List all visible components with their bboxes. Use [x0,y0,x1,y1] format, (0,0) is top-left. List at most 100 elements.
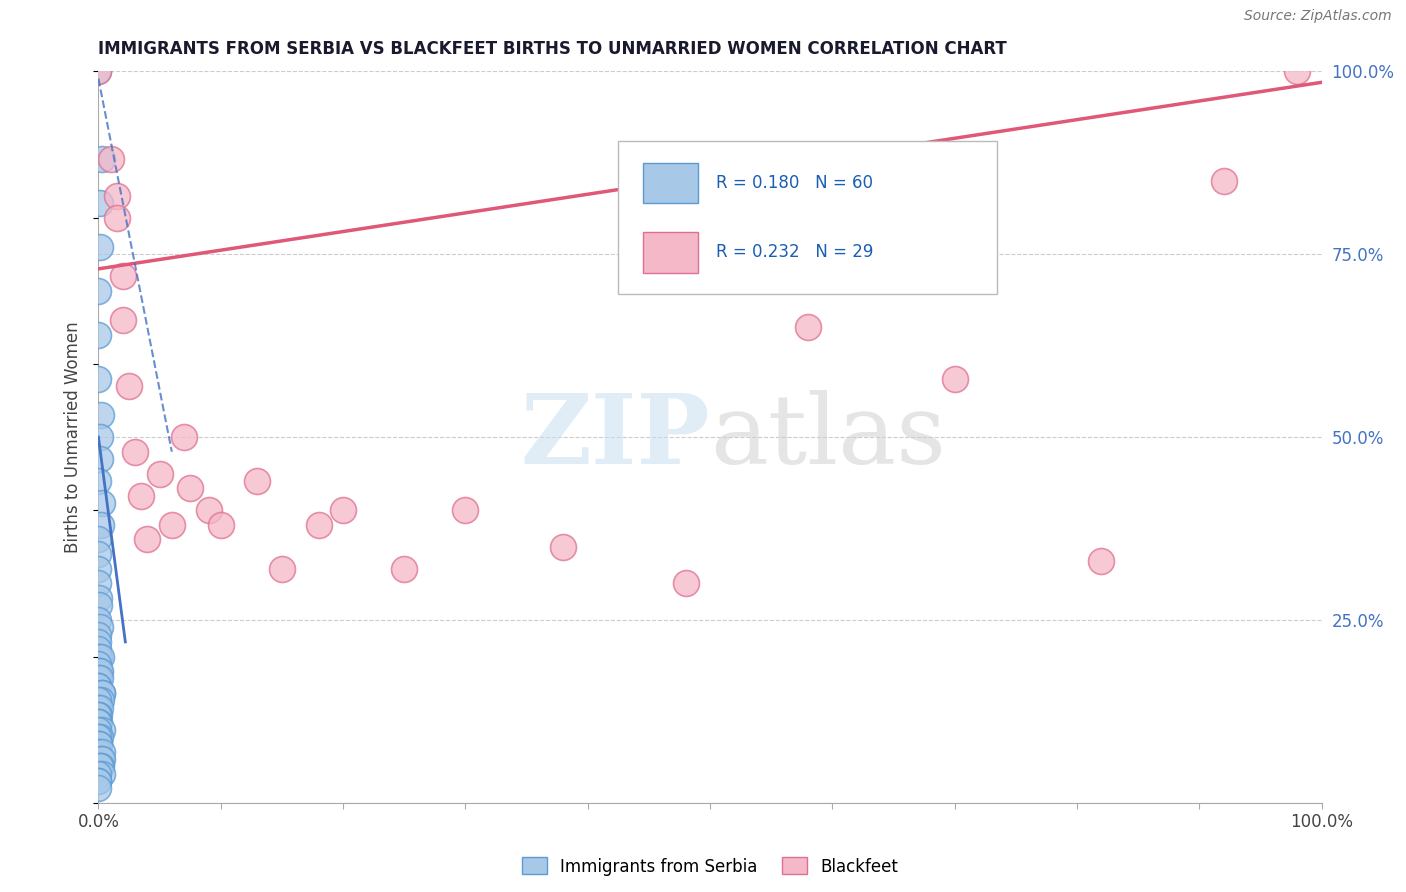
Point [149,467,172,481]
Point [87,64,110,78]
Point [87,773,110,788]
Point [87,649,110,664]
Point [89,759,111,773]
Text: Source: ZipAtlas.com: Source: ZipAtlas.com [1244,9,1392,23]
Point [87,730,110,744]
Point [87,635,110,649]
Point [111,313,134,327]
Point [87,627,110,641]
Point [90,686,112,700]
Point [87,745,110,759]
Point [246,474,269,488]
Y-axis label: Births to Unmarried Women: Births to Unmarried Women [65,321,83,553]
Legend: Immigrants from Serbia, Blackfeet: Immigrants from Serbia, Blackfeet [515,851,905,882]
Point [90,517,112,532]
Bar [643,163,697,203]
Point [90,649,112,664]
Point [87,715,110,730]
Point [90,745,112,759]
Point [160,517,183,532]
Point [87,708,110,723]
Point [87,474,110,488]
Point [553,540,575,554]
Point [89,240,111,254]
Point [118,379,141,393]
Point [173,430,195,444]
Text: IMMIGRANTS FROM SERBIA VS BLACKFEET BIRTHS TO UNMARRIED WOMEN CORRELATION CHART: IMMIGRANTS FROM SERBIA VS BLACKFEET BIRT… [98,40,1007,58]
Text: R = 0.180   N = 60: R = 0.180 N = 60 [716,174,873,192]
Point [87,371,110,385]
Point [89,730,111,744]
Point [87,679,110,693]
Point [454,503,477,517]
Point [675,576,697,591]
Point [90,752,112,766]
Point [90,686,112,700]
Point [89,430,111,444]
Point [87,766,110,780]
Point [87,576,110,591]
Point [90,752,112,766]
Point [1212,174,1234,188]
Point [332,503,354,517]
Point [124,444,146,458]
Point [90,759,112,773]
Point [89,700,111,714]
Text: R = 0.232   N = 29: R = 0.232 N = 29 [716,244,873,261]
Point [87,664,110,678]
Point [89,737,111,751]
FancyBboxPatch shape [619,141,997,294]
Point [87,613,110,627]
Point [797,320,820,334]
Point [87,64,110,78]
Point [90,152,112,166]
Point [89,452,111,467]
Point [87,693,110,707]
Point [87,715,110,730]
Text: atlas: atlas [710,390,946,484]
Point [90,766,112,780]
Point [943,371,966,385]
Point [105,211,128,225]
Point [89,620,111,634]
Point [87,708,110,723]
Point [270,562,294,576]
Point [209,517,232,532]
Point [179,481,201,495]
Point [89,737,111,751]
Bar [643,232,697,273]
Point [87,642,110,657]
Point [90,408,112,422]
Point [87,599,110,613]
Point [392,562,416,576]
Point [308,517,330,532]
Point [1090,554,1112,568]
Point [129,489,152,503]
Point [87,284,110,298]
Point [87,781,110,796]
Point [87,533,110,547]
Point [89,196,111,211]
Point [90,693,112,707]
Point [197,503,219,517]
Point [89,664,111,678]
Point [89,672,111,686]
Text: ZIP: ZIP [520,390,710,484]
Point [87,700,110,714]
Point [87,672,110,686]
Point [87,327,110,342]
Point [87,547,110,561]
Point [89,591,111,605]
Point [90,723,112,737]
Point [87,723,110,737]
Point [87,657,110,671]
Point [100,152,122,166]
Point [87,773,110,788]
Point [111,269,134,284]
Point [1286,64,1309,78]
Point [136,533,159,547]
Point [87,679,110,693]
Point [90,496,112,510]
Point [105,188,128,202]
Point [87,562,110,576]
